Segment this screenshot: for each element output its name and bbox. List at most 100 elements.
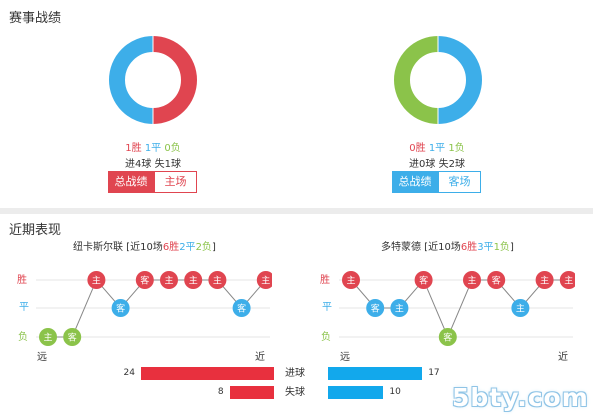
team-b-result-win-marker: 客 bbox=[414, 271, 433, 289]
axis-near-label: 近 bbox=[255, 352, 265, 363]
axis-win-label: 胜 bbox=[320, 275, 330, 286]
axis-draw-label: 平 bbox=[322, 302, 332, 313]
summary-close: ] bbox=[509, 242, 514, 253]
team-b-record-donut bbox=[394, 36, 482, 124]
summary-close: ] bbox=[211, 242, 216, 253]
team-a-venue-label: 主 bbox=[213, 275, 222, 287]
team-a-venue-label: 主 bbox=[92, 275, 101, 287]
team-b-donut-draws-slice bbox=[437, 36, 482, 124]
team-a-result-dot bbox=[63, 328, 82, 346]
team-a-venue-label: 客 bbox=[237, 303, 246, 315]
team-b-result-draw-marker: 客 bbox=[366, 299, 385, 317]
tab-total-record[interactable]: 总战绩 bbox=[108, 171, 154, 193]
team-b-result-dot bbox=[366, 299, 385, 317]
team-b-result-dot bbox=[487, 271, 506, 289]
team-b-wdl: 0胜 1平 1负 bbox=[384, 139, 490, 154]
team-b-result-win-marker: 主 bbox=[559, 271, 575, 289]
match-record-panel: 赛事战绩 1胜 1平 0负 进4球 失1球 总战绩 主场 0胜 1平 1负 进0… bbox=[0, 0, 593, 208]
team-b-venue-label: 主 bbox=[395, 303, 404, 315]
team-a-result-dot bbox=[256, 271, 272, 289]
team-a-form-chart: 主客主客客主主主客主 bbox=[36, 271, 272, 346]
team-b-result-draw-marker: 主 bbox=[511, 299, 530, 317]
team-a-result-win-marker: 主 bbox=[208, 271, 227, 289]
team-b-wins: 0胜 bbox=[409, 143, 426, 154]
team-a-goals-for-bar bbox=[141, 367, 274, 380]
team-a-losses: 0负 bbox=[164, 143, 181, 154]
team-a-tabs: 总战绩 主场 bbox=[108, 171, 197, 193]
team-b-form-line bbox=[350, 279, 569, 339]
team-b-goals: 进0球 失2球 bbox=[409, 159, 465, 170]
scored-label: 进球 bbox=[285, 368, 305, 379]
team-b-form-chart: 主客 主客客主 客主主主 bbox=[339, 271, 575, 346]
team-b-result-dot bbox=[342, 271, 360, 289]
team-b-goals-for-value: 17 bbox=[428, 368, 440, 378]
team-a-result-win-marker: 主 bbox=[87, 271, 106, 289]
team-b-result-dot bbox=[414, 271, 433, 289]
team-a-recent-title: 纽卡斯尔联 [近10场6胜2平2负] bbox=[73, 238, 216, 253]
team-b-venue-label: 主 bbox=[564, 275, 573, 287]
summary-draws: 2平 bbox=[179, 242, 196, 253]
axis-loss-label: 负 bbox=[18, 332, 28, 343]
summary-losses: 2负 bbox=[195, 242, 212, 253]
team-a-goals: 进4球 失1球 bbox=[125, 159, 181, 170]
summary-losses: 1负 bbox=[493, 242, 510, 253]
team-a-goals-for-value: 24 bbox=[123, 368, 135, 378]
team-b-venue-label: 主 bbox=[467, 275, 476, 287]
axis-near-label: 近 bbox=[558, 352, 568, 363]
team-a-venue-label: 主 bbox=[43, 332, 52, 344]
section-title-match-record: 赛事战绩 bbox=[9, 11, 62, 26]
tab-total-record[interactable]: 总战绩 bbox=[392, 171, 438, 193]
team-b-result-dot bbox=[511, 299, 530, 317]
axis-far-label: 远 bbox=[340, 352, 350, 363]
team-b-venue-label: 客 bbox=[443, 332, 452, 344]
team-a-venue-label: 主 bbox=[261, 275, 270, 287]
team-b-losses: 1负 bbox=[448, 143, 465, 154]
team-b-result-dot bbox=[535, 271, 554, 289]
team-b-venue-label: 主 bbox=[540, 275, 549, 287]
team-b-result-win-marker: 主 bbox=[342, 271, 360, 289]
recent-form-panel: 近期表现 纽卡斯尔联 [近10场6胜2平2负] 多特蒙德 [近10场6胜3平1负… bbox=[0, 214, 593, 416]
team-a-venue-label: 客 bbox=[140, 275, 149, 287]
team-a-result-win-marker: 主 bbox=[256, 271, 272, 289]
team-b-draws: 1平 bbox=[428, 143, 446, 154]
team-a-result-dot bbox=[160, 271, 178, 289]
team-a-name: 纽卡斯尔联 bbox=[73, 242, 123, 253]
team-b-venue-label: 客 bbox=[371, 303, 380, 315]
team-b-name: 多特蒙德 bbox=[381, 242, 421, 253]
team-a-result-dot bbox=[135, 271, 154, 289]
team-b-result-win-marker: 客 bbox=[487, 271, 506, 289]
team-b-venue-label: 主 bbox=[346, 275, 355, 287]
team-a-result-dot bbox=[87, 271, 106, 289]
team-a-goals-against-bar bbox=[229, 386, 274, 399]
team-a-result-win-marker: 主 bbox=[160, 271, 178, 289]
watermark-logo: 5bty.com bbox=[452, 383, 589, 412]
team-b-result-draw-marker: 主 bbox=[390, 299, 409, 317]
team-a-result-draw-marker: 客 bbox=[232, 299, 251, 317]
axis-loss-label: 负 bbox=[321, 332, 331, 343]
team-b-result-dot bbox=[438, 328, 457, 346]
team-b-result-win-marker: 主 bbox=[535, 271, 554, 289]
team-a-record-donut bbox=[109, 36, 197, 124]
team-a-result-dot bbox=[111, 299, 130, 317]
team-b-result-dot bbox=[559, 271, 575, 289]
team-b-venue-label: 客 bbox=[492, 275, 501, 287]
tab-home[interactable]: 主场 bbox=[154, 171, 197, 193]
team-a-donut-wins-slice bbox=[152, 36, 197, 124]
summary-draws: 3平 bbox=[477, 242, 494, 253]
team-b-recent-title: 多特蒙德 [近10场6胜3平1负] bbox=[381, 238, 514, 253]
summary-open: [近10场 bbox=[421, 242, 461, 253]
team-a-goals-against-value: 8 bbox=[217, 387, 224, 397]
team-a-result-win-marker: 客 bbox=[135, 271, 154, 289]
tab-away[interactable]: 客场 bbox=[438, 171, 481, 193]
team-a-venue-label: 客 bbox=[68, 332, 77, 344]
team-b-result-loss-marker: 客 bbox=[438, 328, 457, 346]
team-a-result-win-marker: 主 bbox=[184, 271, 203, 289]
summary-open: [近10场 bbox=[123, 242, 163, 253]
team-a-result-draw-marker: 客 bbox=[111, 299, 130, 317]
team-a-result-dot bbox=[232, 299, 251, 317]
team-a-result-loss-marker: 客 bbox=[63, 328, 82, 346]
team-b-result-dot bbox=[390, 299, 409, 317]
summary-wins: 6胜 bbox=[162, 242, 180, 253]
summary-wins: 6胜 bbox=[460, 242, 478, 253]
team-a-donut-draws-slice bbox=[109, 36, 154, 124]
